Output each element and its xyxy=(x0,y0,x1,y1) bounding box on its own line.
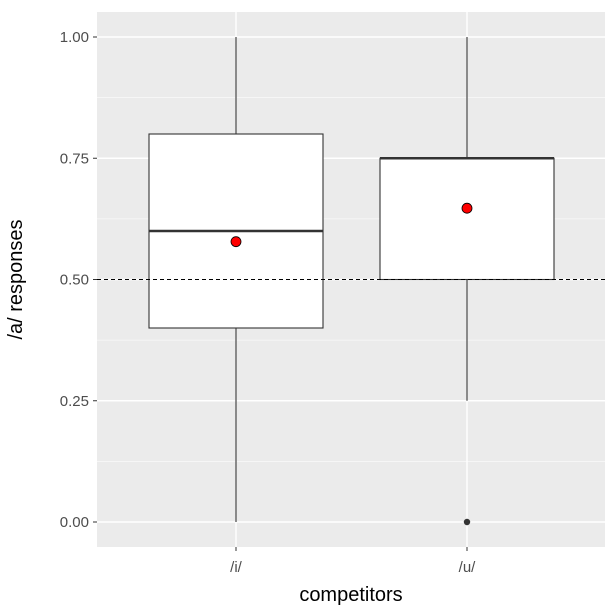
box-series xyxy=(148,37,555,526)
y-axis-title: /a/ responses xyxy=(5,219,27,339)
box-body xyxy=(379,157,555,281)
box-u xyxy=(379,37,555,526)
outlier-point xyxy=(463,518,471,526)
y-axis: 0.00 0.25 0.50 0.75 1.00 xyxy=(60,29,97,531)
y-tick-label: 1.00 xyxy=(60,29,89,46)
mean-point xyxy=(461,202,473,214)
box-i xyxy=(148,37,324,522)
x-tick-label: /i/ xyxy=(230,559,243,576)
y-tick-label: 0.75 xyxy=(60,150,89,167)
mean-point xyxy=(230,236,242,248)
x-tick-label: /u/ xyxy=(459,559,477,576)
x-axis: /i/ /u/ xyxy=(230,547,476,576)
mean-points xyxy=(230,202,473,248)
x-axis-title: competitors xyxy=(299,584,402,606)
y-tick-label: 0.00 xyxy=(60,514,89,531)
y-tick-label: 0.25 xyxy=(60,393,89,410)
y-tick-label: 0.50 xyxy=(60,272,89,289)
